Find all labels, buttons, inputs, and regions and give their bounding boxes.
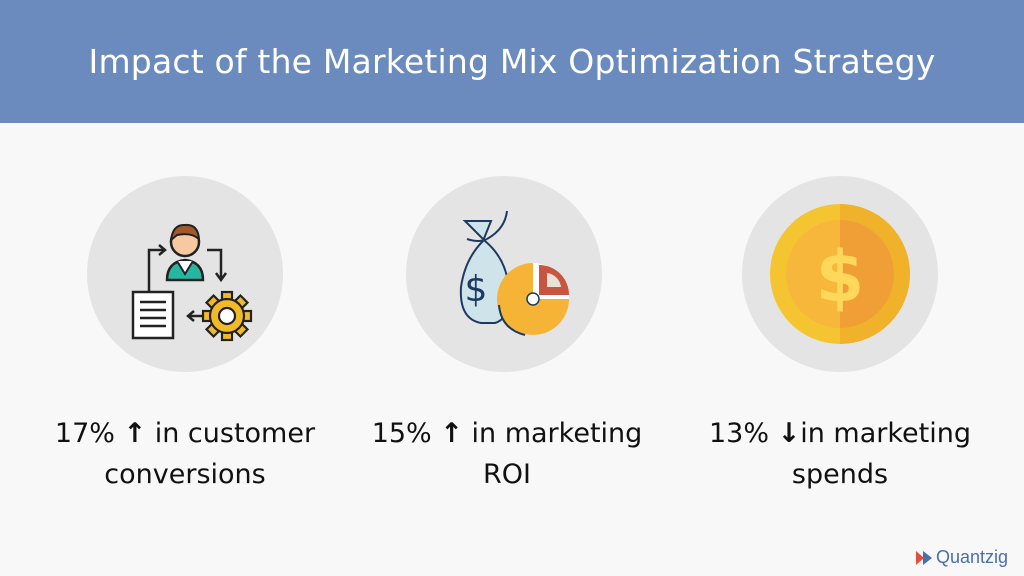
stat-line-1: 13% ↓in marketing: [680, 413, 1000, 454]
icon-circle: $: [406, 176, 602, 372]
stat-card-spends: $: [740, 176, 940, 372]
quantzig-logo: Quantzig: [915, 547, 1008, 568]
stat-card-conversions: [85, 176, 285, 372]
svg-text:$: $: [465, 269, 488, 310]
icon-circle: [87, 176, 283, 372]
stat-line-2: conversions: [104, 459, 266, 490]
header-banner: Impact of the Marketing Mix Optimization…: [0, 0, 1024, 123]
stat-text: in marketing: [800, 418, 971, 449]
customer-conversion-icon: [131, 223, 253, 342]
stat-caption-conversions: 17% ↑ in customer conversions: [25, 413, 345, 495]
stat-line-1: 15% ↑ in marketing: [347, 413, 667, 454]
stat-line-2: ROI: [483, 459, 531, 490]
stat-card-roi: $: [404, 176, 604, 372]
page-title: Impact of the Marketing Mix Optimization…: [88, 42, 936, 81]
svg-text:$: $: [816, 236, 865, 318]
quantzig-logo-icon: [915, 550, 932, 565]
stat-line-1: 17% ↑ in customer: [25, 413, 345, 454]
up-arrow-icon: ↑: [123, 418, 147, 449]
up-arrow-icon: ↑: [440, 418, 463, 449]
icon-circle: $: [742, 176, 938, 372]
stat-line-2: spends: [791, 459, 889, 490]
stat-text: in customer: [154, 418, 316, 449]
logo-text: Quantzig: [935, 547, 1008, 567]
stat-value: 17%: [54, 418, 115, 449]
stat-value: 15%: [371, 418, 432, 449]
stat-caption-spends: 13% ↓in marketing spends: [680, 413, 1000, 495]
stat-text: in marketing: [471, 418, 643, 449]
gold-coin-icon: $: [770, 204, 910, 344]
money-bag-roi-icon: $: [459, 210, 569, 336]
stat-value: 13%: [708, 418, 769, 449]
stat-caption-roi: 15% ↑ in marketing ROI: [347, 413, 667, 495]
down-arrow-icon: ↓: [777, 418, 801, 449]
